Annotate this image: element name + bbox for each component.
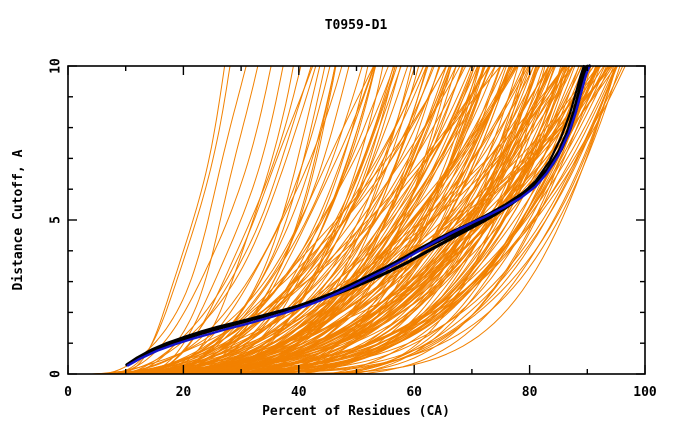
ensemble-curve (121, 65, 259, 375)
ensemble-curve (126, 65, 294, 375)
reference-curves (125, 64, 592, 367)
tick-marks (67, 65, 646, 375)
x-axis-title: Percent of Residues (CA) (262, 404, 450, 419)
ensemble-curve (98, 65, 331, 375)
ensemble-curve (174, 65, 516, 375)
ensemble-curve (102, 65, 490, 375)
ensemble-curve (154, 65, 457, 375)
x-tick-label: 0 (64, 385, 72, 400)
ensemble-curve (200, 65, 609, 375)
y-axis-title: Distance Cutoff, A (11, 149, 26, 290)
ensemble-curve (134, 65, 402, 375)
ensemble-curve (125, 65, 389, 375)
y-tick-label: 10 (49, 58, 64, 74)
ensemble-curve (151, 65, 555, 375)
tick-labels: 0 20 40 60 80 100 0 5 10 (49, 58, 657, 400)
page-title: T0959-D1 (325, 18, 388, 33)
ensemble-curve (98, 65, 425, 375)
y-tick-label: 0 (49, 370, 64, 378)
x-tick-label: 100 (633, 385, 657, 400)
ensemble-curve (103, 65, 613, 375)
y-tick-label: 5 (49, 216, 64, 224)
ensemble-curve (110, 65, 226, 375)
ensemble-curve (104, 65, 231, 375)
x-tick-label: 40 (291, 385, 307, 400)
ensemble-curve (96, 65, 501, 375)
ensemble-curve (100, 65, 496, 375)
ensemble-curve (162, 65, 377, 375)
ensemble-curve (148, 65, 424, 375)
ensemble-curve (182, 65, 557, 375)
reference-curve-reference-blue (126, 64, 591, 367)
ensemble-curve (212, 65, 621, 375)
ensemble-curve (145, 65, 312, 375)
ensemble-curve (99, 65, 441, 375)
ensemble-curve (102, 65, 490, 375)
ensemble-curve (102, 65, 607, 375)
ensemble-curve (93, 65, 612, 375)
ensemble-curve (118, 65, 314, 375)
ensemble-curve (106, 65, 553, 375)
ensemble-curve (108, 65, 447, 375)
x-tick-label: 80 (522, 385, 538, 400)
x-tick-label: 20 (176, 385, 192, 400)
plot-axes: 0 20 40 60 80 100 0 5 10 (49, 58, 657, 400)
ensemble-curve (108, 65, 550, 375)
ensemble-curve (127, 65, 580, 375)
x-tick-label: 60 (406, 385, 422, 400)
ensemble-curve (183, 65, 550, 375)
